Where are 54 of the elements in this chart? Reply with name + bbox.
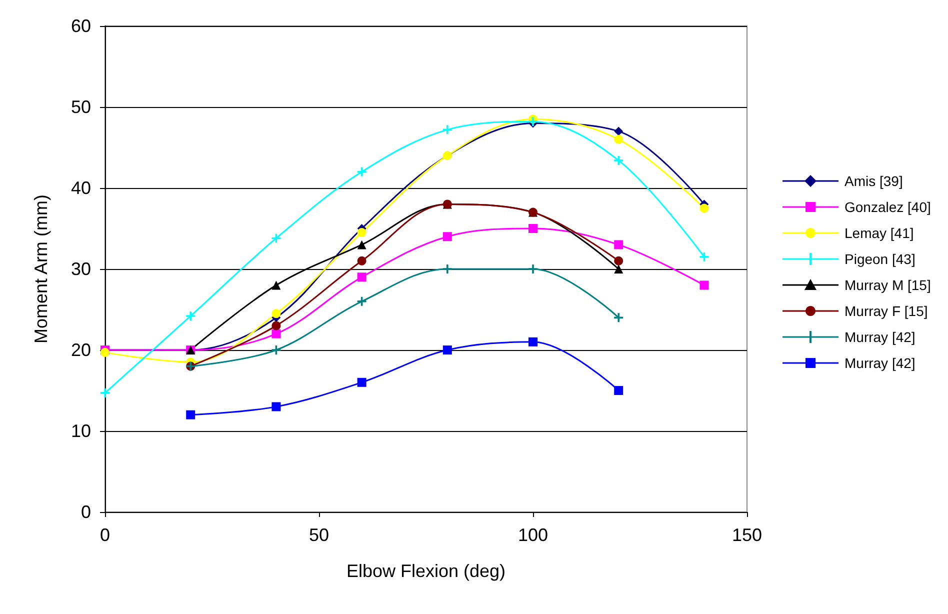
- point: [357, 256, 366, 266]
- point: [272, 321, 281, 330]
- point: [614, 256, 624, 266]
- x-tick-label: 100: [518, 525, 548, 545]
- legend-label: Gonzalez [40]: [844, 199, 931, 215]
- point: [528, 224, 538, 233]
- y-tick-label: 0: [80, 502, 91, 522]
- y-tick-label: 20: [70, 340, 91, 360]
- x-tick-label: 50: [308, 525, 330, 545]
- y-axis-title: Moment Arm (mm): [31, 194, 51, 344]
- point: [614, 386, 624, 395]
- point: [272, 402, 281, 412]
- point: [442, 264, 452, 274]
- legend-label: Murray [42]: [844, 355, 916, 371]
- point: [700, 252, 709, 262]
- point: [272, 280, 281, 290]
- point: [442, 125, 452, 134]
- legend-label: Pigeon [43]: [844, 251, 916, 267]
- legend-label: Amis [39]: [844, 173, 903, 189]
- point: [614, 264, 624, 274]
- point: [357, 240, 366, 250]
- point: [186, 410, 196, 420]
- point: [614, 134, 624, 144]
- point: [442, 346, 452, 354]
- legend-label: Murray M [15]: [844, 277, 931, 293]
- x-axis-title: Elbow Flexion (deg): [346, 561, 506, 581]
- legend-label: Lemay [41]: [844, 225, 914, 241]
- point: [186, 311, 196, 320]
- point: [272, 346, 281, 354]
- point: [614, 313, 624, 322]
- point: [614, 240, 624, 250]
- point: [357, 272, 366, 282]
- point: [442, 232, 452, 242]
- legend-label: Murray F [15]: [844, 303, 928, 319]
- point: [528, 264, 538, 274]
- y-tick-label: 50: [70, 97, 91, 117]
- y-tick-label: 40: [70, 178, 91, 198]
- legend-label: Murray [42]: [844, 329, 916, 345]
- x-tick-label: 150: [732, 525, 762, 545]
- point: [614, 156, 624, 165]
- x-tick-label: 0: [100, 525, 110, 545]
- y-tick-label: 30: [70, 259, 91, 279]
- point: [528, 337, 538, 346]
- point: [100, 388, 110, 398]
- y-tick-label: 60: [70, 16, 91, 36]
- point: [357, 296, 366, 306]
- point: [700, 204, 709, 213]
- point: [700, 280, 709, 290]
- point: [357, 378, 366, 387]
- point: [614, 126, 624, 136]
- point: [357, 228, 366, 238]
- y-tick-label: 10: [70, 421, 91, 441]
- point: [272, 309, 281, 318]
- point: [272, 329, 281, 338]
